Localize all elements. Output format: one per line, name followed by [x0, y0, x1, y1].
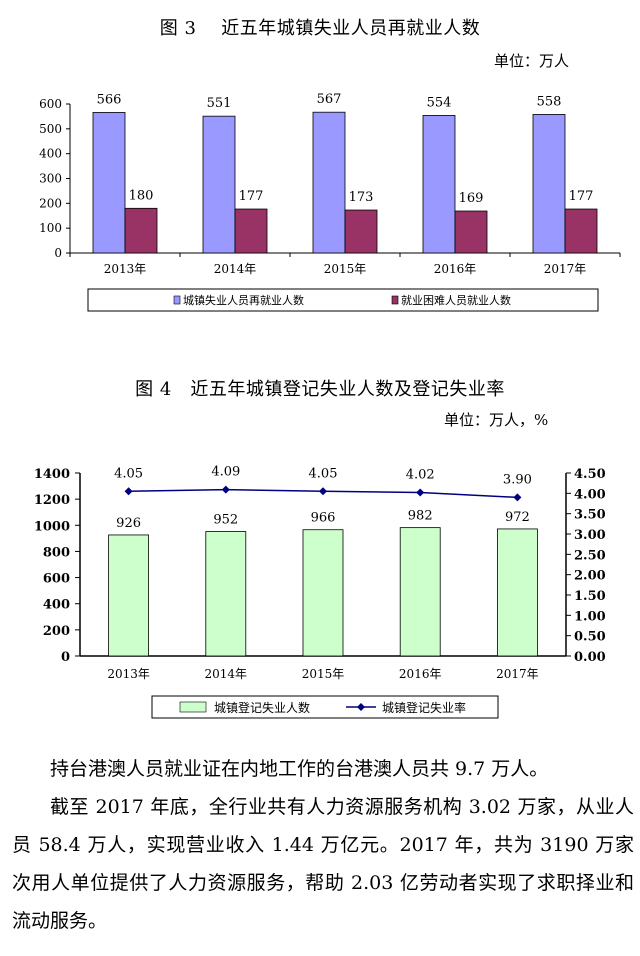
- legend-label: 就业困难人员就业人数: [401, 293, 511, 307]
- line-marker: [513, 493, 522, 502]
- y2-tick-label: 4.00: [574, 487, 606, 502]
- bar: [92, 112, 126, 254]
- x-tick-label: 2013年: [104, 262, 147, 276]
- legend-label: 城镇失业人员再就业人数: [183, 293, 304, 307]
- data-label: 558: [537, 94, 562, 109]
- x-tick-label: 2017年: [496, 667, 539, 681]
- y2-tick-label: 0.00: [574, 650, 606, 665]
- data-label: 169: [459, 191, 484, 206]
- data-label: 566: [97, 92, 122, 107]
- x-tick-label: 2017年: [544, 262, 587, 276]
- data-label: 177: [239, 189, 264, 204]
- y2-tick-label: 0.50: [574, 630, 606, 645]
- y-tick-label: 200: [39, 196, 62, 210]
- data-label: 180: [129, 188, 154, 203]
- legend-swatch: [391, 295, 399, 305]
- data-label: 4.02: [406, 468, 435, 483]
- legend-label: 城镇登记失业率: [382, 700, 466, 715]
- data-label: 551: [207, 96, 232, 111]
- x-tick-label: 2014年: [205, 667, 248, 681]
- figure3-chart: 0 100 200 300 400 500 600 2013年 566 180 2014年 551 17…: [39, 92, 621, 312]
- bar: [564, 208, 598, 254]
- x-tick-label: 2014年: [214, 262, 257, 276]
- data-label: 966: [311, 511, 336, 526]
- bar: [454, 210, 488, 254]
- y-tick-label: 1200: [34, 493, 70, 508]
- data-label: 4.09: [211, 465, 240, 480]
- bar: [496, 528, 538, 657]
- figure3-legend-box: [87, 288, 599, 312]
- figure4-legend-box: [151, 695, 499, 719]
- x-tick-label: 2013年: [107, 667, 150, 681]
- y-tick-label: 200: [43, 624, 70, 639]
- data-label: 554: [427, 95, 452, 110]
- y2-tick-label: 2.00: [574, 569, 606, 584]
- bar: [202, 115, 236, 254]
- data-label: 952: [213, 513, 238, 528]
- y2-tick-label: 1.00: [574, 609, 606, 624]
- y2-tick-label: 4.50: [574, 467, 606, 482]
- y-tick-label: 800: [43, 545, 70, 560]
- bar: [205, 531, 247, 657]
- y-tick-label: 1000: [34, 519, 70, 534]
- bar: [399, 527, 441, 657]
- figure4-chart: 0 200 400 600 800 1000 1200 1400 0.00 0.50 1.00 1.5…: [34, 465, 606, 719]
- y-tick-label: 300: [39, 172, 62, 186]
- legend-swatch: [173, 295, 181, 305]
- y-tick-label: 500: [39, 122, 62, 136]
- line-marker: [124, 487, 133, 496]
- data-label: 173: [349, 190, 374, 205]
- line-marker: [319, 487, 327, 496]
- figure3-unit: 单位：万人: [494, 52, 570, 70]
- data-label: 3.90: [503, 472, 532, 487]
- data-label: 177: [569, 189, 594, 204]
- data-label: 4.05: [309, 466, 338, 481]
- bar: [108, 534, 149, 657]
- y-tick-label: 0: [61, 650, 70, 665]
- bar: [344, 209, 378, 254]
- y-tick-label: 400: [39, 147, 62, 161]
- bar: [312, 111, 346, 254]
- legend-swatch: [179, 701, 207, 713]
- y-tick-label: 100: [39, 221, 62, 235]
- y-tick-label: 0: [54, 246, 62, 260]
- y-tick-label: 400: [43, 598, 70, 613]
- bar: [422, 115, 456, 254]
- y-tick-label: 600: [43, 572, 70, 587]
- legend-marker: [357, 703, 365, 711]
- y-tick-label: 600: [39, 97, 62, 111]
- y2-tick-label: 3.50: [574, 508, 606, 523]
- x-tick-label: 2016年: [434, 262, 477, 276]
- data-label: 982: [408, 509, 433, 524]
- figure4-title: 图 4 近五年城镇登记失业人数及登记失业率: [135, 379, 505, 400]
- line-marker: [416, 488, 425, 497]
- body-text: 持台港澳人员就业证在内地工作的台港澳人员共 9.7 万人。 截至 2017 年底…: [12, 750, 634, 940]
- bar: [124, 207, 158, 254]
- line-marker: [221, 485, 230, 494]
- x-tick-label: 2016年: [399, 667, 442, 681]
- x-tick-label: 2015年: [324, 262, 367, 276]
- y2-tick-label: 1.50: [574, 589, 606, 604]
- x-tick-label: 2015年: [302, 667, 345, 681]
- bar: [532, 114, 566, 254]
- data-label: 567: [317, 92, 342, 107]
- data-label: 4.05: [114, 466, 143, 481]
- paragraph: 截至 2017 年底，全行业共有人力资源服务机构 3.02 万家，从业人员 58…: [12, 796, 634, 932]
- legend-label: 城镇登记失业人数: [214, 700, 310, 715]
- bar: [302, 529, 344, 657]
- y2-tick-label: 2.50: [574, 548, 606, 563]
- y2-tick-label: 3.00: [574, 528, 606, 543]
- y-tick-label: 1400: [34, 467, 70, 482]
- data-label: 926: [116, 516, 141, 531]
- data-label: 972: [505, 510, 530, 525]
- figure4-unit: 单位：万人，%: [444, 411, 549, 429]
- paragraph: 持台港澳人员就业证在内地工作的台港澳人员共 9.7 万人。: [50, 758, 549, 780]
- figure3-title: 图 3 近五年城镇失业人员再就业人数: [159, 18, 481, 39]
- bar: [234, 208, 268, 254]
